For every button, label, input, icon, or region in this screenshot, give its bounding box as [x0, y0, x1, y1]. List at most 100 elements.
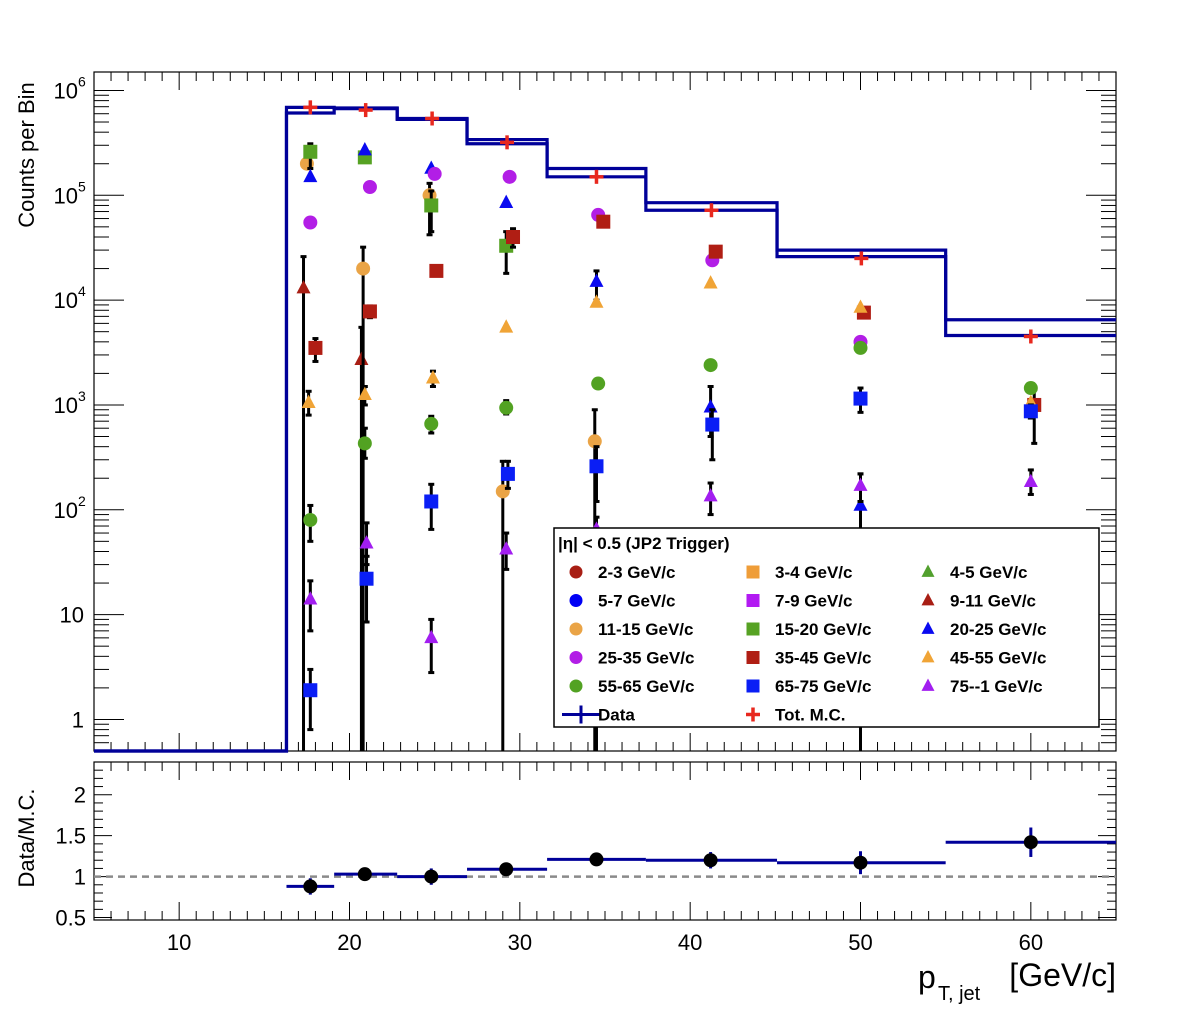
- data-point: [303, 168, 318, 183]
- legend-marker: [746, 594, 760, 607]
- data-point: [357, 142, 372, 156]
- y-tick-label: 1: [74, 865, 86, 890]
- legend-marker: [569, 679, 583, 693]
- data-point: [1023, 473, 1038, 488]
- legend-entry-label: 5-7 GeV/c: [598, 592, 676, 611]
- data-point: [589, 294, 604, 308]
- legend-entry-label: 2-3 GeV/c: [598, 563, 676, 582]
- total-mc-point: [303, 100, 318, 115]
- y-tick-label: 1.5: [55, 824, 86, 849]
- legend-entry-label: 20-25 GeV/c: [950, 620, 1046, 639]
- data-point: [356, 261, 371, 276]
- data-point: [1023, 404, 1038, 419]
- x-axis-label: p T, jet [GeV/c]: [918, 957, 1116, 1005]
- data-point: [357, 386, 372, 401]
- legend-marker: [746, 651, 760, 664]
- legend-entry-label: 55-65 GeV/c: [598, 677, 694, 696]
- x-tick-label: 60: [1019, 930, 1043, 955]
- series-total-mc: [303, 100, 1038, 344]
- y-axis-label-top: Counts per Bin: [14, 82, 39, 228]
- ratio-marker: [589, 852, 604, 867]
- series-65-75-gev-c: [303, 386, 1038, 732]
- legend-marker: [569, 651, 583, 664]
- legend-entry-label: 3-4 GeV/c: [775, 563, 853, 582]
- data-point: [354, 351, 369, 365]
- ratio-point: [777, 851, 946, 875]
- x-tick-label: 40: [678, 930, 702, 955]
- legend-marker: [921, 678, 935, 691]
- data-point: [424, 416, 439, 431]
- legend-entry-label: 45-55 GeV/c: [950, 649, 1046, 668]
- data-point: [499, 400, 514, 415]
- ratio-point: [645, 852, 778, 869]
- data-point: [424, 198, 439, 213]
- legend-marker: [746, 565, 760, 579]
- bottom-panel: 10 20 30 40 50 60 0.5 1 1.5 2: [55, 761, 1117, 955]
- data-point: [296, 280, 311, 294]
- data-point: [499, 541, 514, 555]
- x-tick-label: 20: [337, 930, 361, 955]
- total-mc-point: [425, 111, 440, 126]
- ratio-marker: [424, 869, 439, 884]
- legend-entry-label: 11-15 GeV/c: [598, 620, 693, 639]
- legend: |η| < 0.5 (JP2 Trigger) 2-3 GeV/c 3-4 GeV/…: [553, 527, 1100, 728]
- legend-entry-label: 25-35 GeV/c: [598, 649, 694, 668]
- legend-marker: [921, 650, 935, 663]
- legend-marker: [921, 621, 935, 634]
- legend-marker: [746, 622, 760, 636]
- y-tick-label: 1: [72, 707, 84, 732]
- legend-marker: [569, 622, 583, 636]
- data-point: [301, 394, 316, 408]
- data-point: [303, 683, 318, 698]
- data-point: [703, 275, 718, 289]
- x-axis-label-subscript: T, jet: [938, 983, 981, 1005]
- ratio-point: [286, 878, 335, 895]
- total-mc-point: [500, 135, 515, 150]
- data-point: [596, 214, 611, 229]
- legend-entry-label: 9-11 GeV/c: [950, 592, 1036, 611]
- data-point: [499, 319, 514, 333]
- ratio-marker: [357, 867, 372, 882]
- ratio-point: [547, 852, 646, 867]
- y-tick-label: 10: [54, 288, 78, 313]
- data-point: [853, 299, 868, 313]
- data-point: [427, 166, 442, 181]
- ratio-marker: [1023, 835, 1038, 850]
- y-tick-exponent: 5: [78, 178, 86, 194]
- total-mc-point: [589, 169, 604, 184]
- x-tick-label: 10: [167, 930, 191, 955]
- y-tick-label: 10: [54, 183, 78, 208]
- legend-entry-label: 65-75 GeV/c: [775, 677, 871, 696]
- data-point: [703, 488, 718, 502]
- legend-marker: [746, 679, 760, 693]
- legend-entry-label: 4-5 GeV/c: [950, 563, 1028, 582]
- x-tick-label: 50: [848, 930, 872, 955]
- data-point: [703, 358, 718, 373]
- data-point: [303, 512, 318, 527]
- data-point: [1023, 381, 1038, 396]
- data-point: [705, 417, 720, 432]
- series-9-11-gev-c: [296, 255, 369, 751]
- total-mc-point: [1023, 329, 1038, 344]
- data-point: [591, 376, 606, 391]
- legend-entry-label: Tot. M.C.: [775, 706, 846, 725]
- y-tick-label: 0.5: [55, 906, 86, 931]
- legend-entry-label: 75--1 GeV/c: [950, 677, 1043, 696]
- data-point: [362, 304, 377, 319]
- data-point: [362, 179, 377, 194]
- data-point: [424, 629, 439, 644]
- ratio-marker: [303, 879, 318, 894]
- data-point: [853, 340, 868, 355]
- x-axis-label-main: p: [918, 959, 936, 995]
- legend-entry-label: 35-45 GeV/c: [775, 649, 871, 668]
- data-point: [502, 169, 517, 184]
- data-point: [425, 370, 440, 384]
- legend-marker: [921, 593, 935, 606]
- legend-header: |η| < 0.5 (JP2 Trigger): [558, 534, 730, 553]
- ratio-point: [467, 862, 548, 877]
- y-tick-label: 10: [60, 603, 84, 628]
- data-point: [303, 144, 318, 159]
- data-point: [303, 591, 318, 605]
- total-mc-point: [854, 251, 869, 266]
